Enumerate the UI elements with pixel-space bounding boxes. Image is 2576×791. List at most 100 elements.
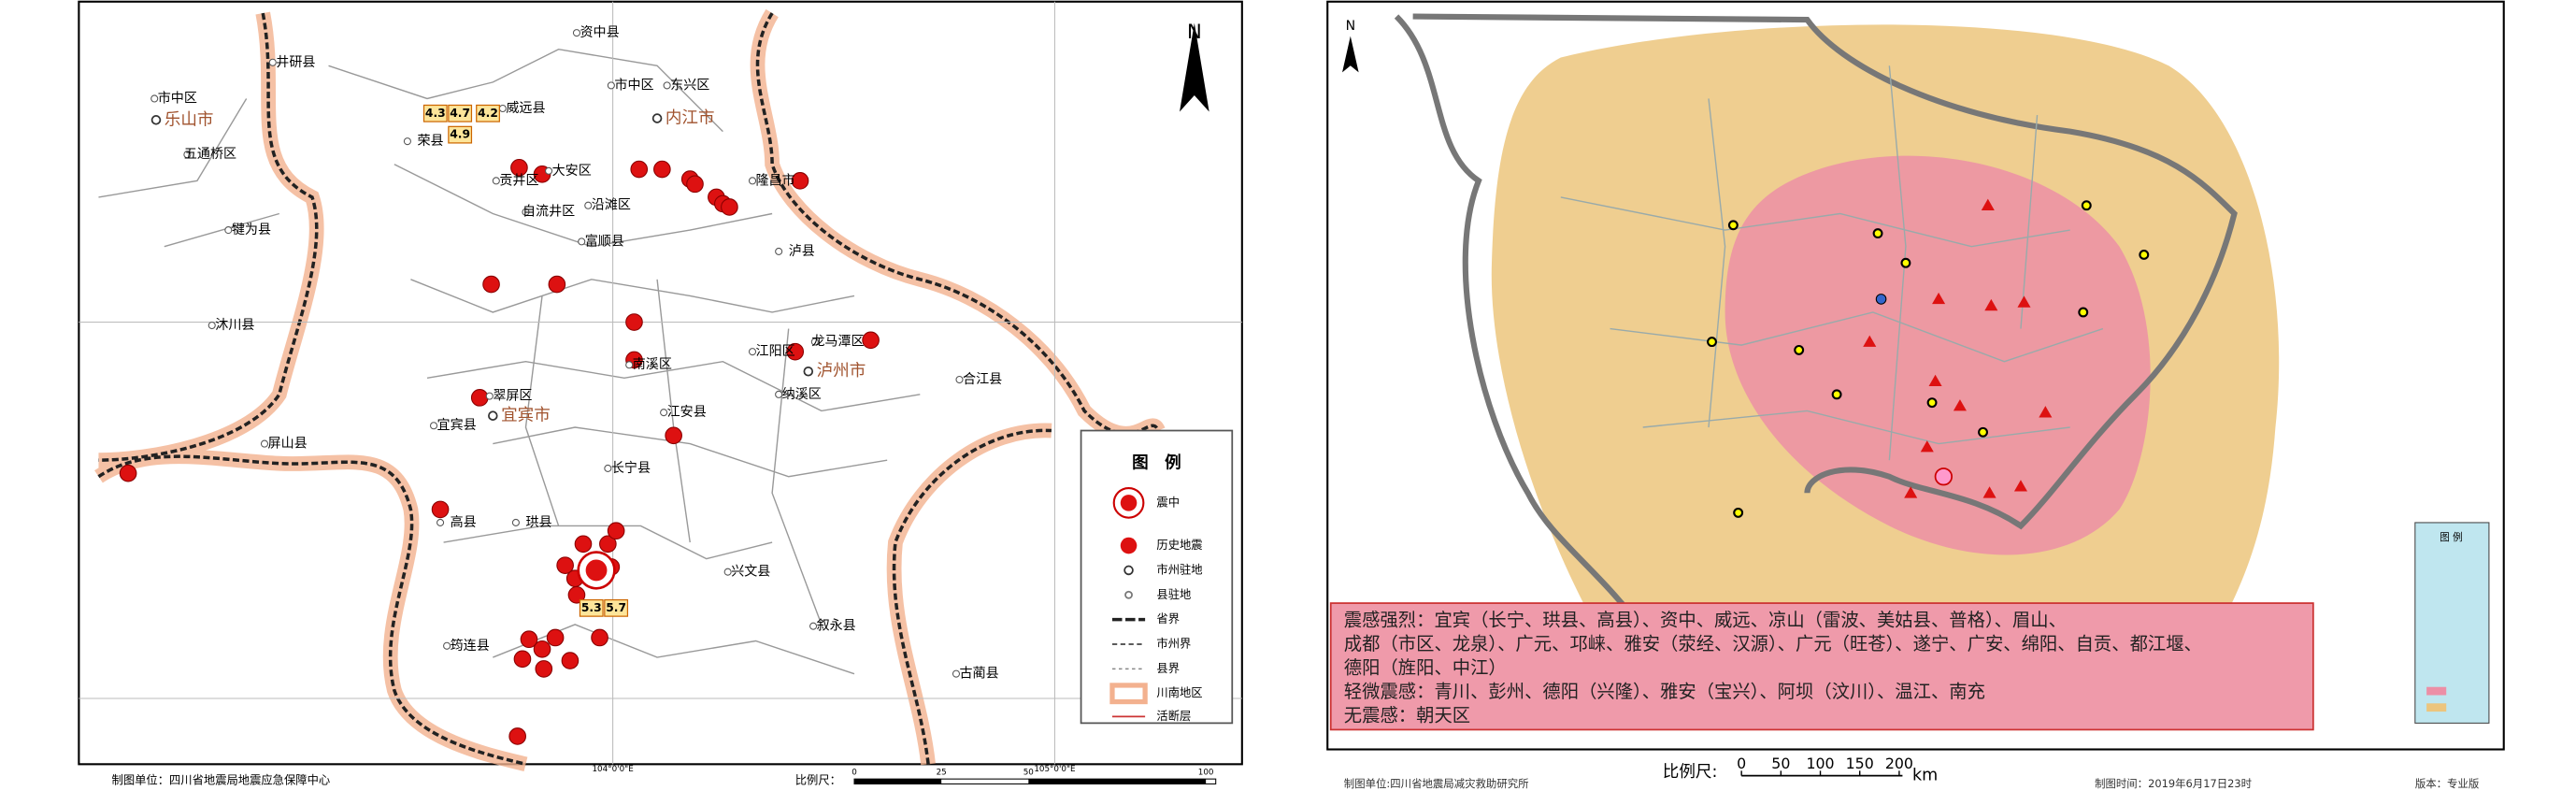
observation-triangle (2013, 480, 2028, 492)
scale-tick-label: 150 (1846, 755, 1874, 772)
history-quake (561, 652, 580, 669)
place-label: 宜宾县 (437, 418, 477, 433)
scale-bar (854, 779, 942, 784)
magnitude-label: 4.7 (450, 107, 470, 120)
history-quake (548, 275, 566, 294)
history-quake (482, 275, 500, 294)
history-quake (665, 426, 682, 445)
history-quake (599, 535, 617, 554)
county-borders (1560, 65, 2104, 461)
coord-label: 104°0'0"E (592, 765, 633, 774)
scale-tick-label: 0 (1737, 755, 1746, 772)
epicenter (583, 557, 609, 583)
county-seat (492, 177, 500, 185)
history-quake (556, 556, 574, 574)
place-label: 筠连县 (451, 638, 490, 654)
observation-point (1707, 337, 1717, 348)
scale-tick-label: 50 (1771, 755, 1790, 772)
place-label: 南溪区 (633, 357, 672, 372)
observation-point (1926, 397, 1938, 409)
place-label: 东兴区 (670, 78, 709, 93)
county-seat (183, 151, 192, 159)
place-label: 井研县 (276, 55, 315, 70)
legend-box (1080, 429, 1234, 725)
place-label: 江阳区 (756, 344, 795, 359)
place-label: 翠屏区 (493, 389, 532, 404)
history-quake (721, 198, 738, 216)
legend-symbol (1120, 495, 1138, 511)
history-quake (786, 342, 805, 361)
county-seat (660, 409, 668, 417)
legend-swatch (2426, 703, 2447, 712)
place-label: 纳溪区 (782, 387, 822, 402)
observation-point (1794, 344, 1805, 355)
county-seat (403, 137, 411, 146)
history-quake (513, 650, 532, 669)
place-label: 兴文县 (731, 565, 770, 580)
observation-triangle (1932, 292, 1946, 305)
scale-bar (1028, 779, 1207, 784)
observation-triangle (1904, 486, 1918, 498)
place-label: 自流井区 (522, 205, 575, 220)
place-label: 贡井区 (499, 173, 538, 188)
history-quake (862, 331, 880, 350)
place-label: 市中区 (614, 77, 653, 93)
county-seat (748, 177, 757, 185)
intensity-line: 德阳（旌阳、中江） (1344, 656, 1507, 678)
history-quake (686, 175, 704, 194)
intensity-line: 震感强烈：宜宾（长宁、珙县、高县）、资中、威远、凉山（雷波、美姑县、普格）、眉山… (1344, 609, 2067, 630)
observation-point (1733, 507, 1744, 518)
county-seat (607, 81, 615, 90)
place-label: 资中县 (580, 25, 619, 40)
place-label: 古蔺县 (960, 667, 999, 682)
history-quake (470, 389, 489, 407)
county-seat (511, 518, 520, 526)
north-label: N (1187, 20, 1202, 43)
scale-unit: km (1912, 767, 1938, 785)
legend-symbol (1123, 565, 1134, 576)
legend-label: 历史地震 (1156, 539, 1202, 552)
magnitude-box (448, 125, 473, 144)
footer-version: 版本：专业版 (2415, 777, 2479, 790)
history-quake (567, 585, 586, 604)
place-label: 五通桥区 (184, 147, 236, 162)
strong-shaking-zone (1724, 155, 2151, 555)
county-seat (810, 338, 819, 346)
place-label: 沿滩区 (592, 198, 631, 213)
scale-tick-label: 100 (1806, 755, 1834, 772)
scale-tick-label: 0 (852, 769, 857, 778)
magnitude-label: 4.2 (478, 107, 498, 120)
county-seat (809, 622, 818, 630)
scale-tick-label: 100 (1198, 769, 1214, 778)
legend-box (2414, 522, 2490, 724)
legend-label: 市州驻地 (1156, 562, 1202, 576)
county-seat (260, 439, 269, 448)
observation-point (1727, 220, 1739, 231)
place-label: 屏山县 (268, 437, 308, 452)
observation-point (2081, 200, 2092, 211)
county-seat (485, 392, 494, 400)
magnitude-box (422, 104, 448, 122)
county-seat (584, 201, 593, 209)
place-label: 龙马潭区 (811, 334, 864, 350)
city-seat (150, 115, 162, 125)
city-seat (651, 113, 663, 123)
magnitude-box (448, 104, 473, 122)
legend-symbol (1124, 590, 1133, 599)
observation-triangle (1982, 486, 1996, 498)
magnitude-box (476, 104, 500, 122)
city-label: 内江市 (665, 109, 715, 128)
scale-label: 比例尺: (1663, 763, 1718, 782)
county-seat (723, 568, 732, 576)
legend-title: 图 例 (1132, 453, 1181, 473)
place-label: 珙县 (525, 515, 551, 530)
legend-swatch (2426, 686, 2447, 696)
legend-label: 川南地区 (1156, 685, 1202, 699)
observation-point (1900, 257, 1911, 268)
scale-tick-label: 200 (1885, 755, 1913, 772)
history-quake (607, 522, 625, 540)
county-seat (578, 237, 586, 246)
coord-label: 105°0'0"E (1034, 765, 1075, 774)
county-seat (663, 81, 671, 90)
